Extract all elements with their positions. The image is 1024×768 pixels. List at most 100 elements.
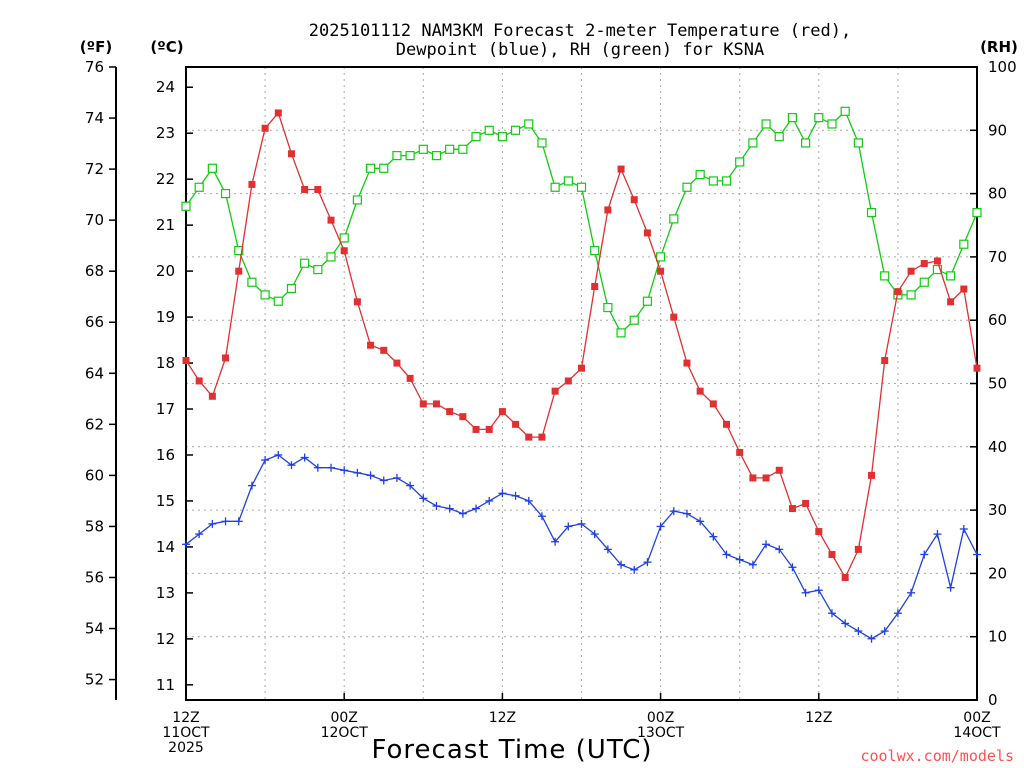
x-tick-label: 00Z bbox=[963, 710, 990, 726]
fahrenheit-tick-label: 62 bbox=[85, 415, 104, 433]
dewpoint-series bbox=[182, 450, 981, 643]
temperature-series bbox=[182, 109, 981, 581]
rh-point bbox=[445, 144, 455, 154]
temperature-point bbox=[314, 186, 322, 194]
dewpoint-point bbox=[472, 504, 481, 513]
dewpoint-point bbox=[379, 476, 388, 485]
rh-point bbox=[471, 132, 481, 142]
dewpoint-point bbox=[511, 491, 520, 500]
dewpoint-point bbox=[498, 489, 507, 498]
chart-title-line2: Dewpoint (blue), RH (green) for KSNA bbox=[396, 40, 764, 60]
dewpoint-point bbox=[617, 560, 626, 569]
temperature-point bbox=[182, 357, 190, 365]
temperature-point bbox=[432, 400, 440, 408]
dewpoint-point bbox=[682, 509, 691, 518]
rh-point bbox=[919, 277, 929, 287]
dewpoint-point bbox=[722, 550, 731, 559]
dewpoint-point bbox=[814, 586, 823, 595]
dewpoint-point bbox=[920, 550, 929, 559]
x-tick-label: 12Z bbox=[805, 710, 832, 726]
rh-point bbox=[695, 170, 705, 180]
temperature-point bbox=[591, 283, 599, 291]
rh-tick-label: 30 bbox=[988, 501, 1007, 519]
x-tick-label: 12Z bbox=[172, 710, 199, 726]
rh-point bbox=[418, 144, 428, 154]
rh-point bbox=[708, 176, 718, 186]
temperature-point bbox=[894, 288, 902, 296]
chart-title-line1: 2025101112 NAM3KM Forecast 2-meter Tempe… bbox=[309, 21, 851, 41]
temperature-point bbox=[367, 341, 375, 349]
celsius-tick-label: 18 bbox=[156, 354, 175, 372]
grid-lines bbox=[186, 67, 977, 700]
temperature-point bbox=[841, 573, 849, 581]
fahrenheit-tick-label: 60 bbox=[85, 466, 104, 484]
dewpoint-point bbox=[419, 494, 428, 503]
rh-point bbox=[260, 290, 270, 300]
temperature-point bbox=[617, 165, 625, 173]
x-tick-label: 12OCT bbox=[321, 725, 369, 741]
temperature-point bbox=[854, 545, 862, 553]
temperature-point bbox=[578, 364, 585, 372]
dewpoint-point bbox=[959, 524, 968, 533]
dewpoint-point bbox=[669, 507, 678, 516]
rh-point bbox=[761, 119, 771, 129]
rh-point bbox=[286, 283, 297, 294]
rh-point bbox=[510, 125, 521, 135]
rh-point bbox=[405, 151, 415, 161]
rh-point bbox=[642, 296, 653, 306]
rh-point bbox=[946, 271, 956, 281]
x-axis-label: Forecast Time (UTC) bbox=[371, 735, 652, 765]
fahrenheit-tick-label: 72 bbox=[85, 160, 104, 178]
rh-point bbox=[497, 132, 507, 142]
dewpoint-point bbox=[775, 545, 784, 554]
dewpoint-point bbox=[208, 519, 217, 528]
temperature-point bbox=[709, 400, 717, 408]
fahrenheit-tick-label: 76 bbox=[85, 58, 104, 76]
temperature-point bbox=[696, 387, 704, 395]
dewpoint-point bbox=[854, 627, 863, 636]
temperature-point bbox=[775, 466, 783, 474]
x-tick-label: 14OCT bbox=[953, 725, 1001, 741]
temperature-point bbox=[459, 413, 467, 421]
dewpoint-point bbox=[287, 461, 296, 470]
rh-point bbox=[972, 207, 982, 218]
rh-point bbox=[840, 106, 850, 116]
dewpoint-point bbox=[867, 634, 876, 643]
temperature-point bbox=[327, 216, 335, 224]
rh-point bbox=[339, 233, 349, 243]
x-tick-label: 12Z bbox=[489, 710, 516, 726]
temperature-point bbox=[446, 408, 454, 416]
dewpoint-point bbox=[313, 463, 322, 472]
dewpoint-point bbox=[577, 519, 586, 528]
celsius-tick-label: 21 bbox=[156, 216, 175, 234]
rh-tick-label: 70 bbox=[988, 248, 1007, 266]
temperature-point bbox=[657, 267, 665, 275]
temperature-point bbox=[353, 298, 361, 306]
temperature-point bbox=[301, 186, 309, 194]
dewpoint-point bbox=[274, 450, 283, 459]
temperature-point bbox=[815, 528, 823, 536]
dewpoint-point bbox=[630, 565, 639, 574]
celsius-tick-label: 14 bbox=[156, 538, 175, 556]
dewpoint-point bbox=[524, 496, 533, 505]
temperature-point bbox=[235, 267, 243, 275]
dewpoint-point bbox=[327, 463, 336, 472]
rh-point bbox=[537, 138, 547, 148]
rh-point bbox=[735, 157, 745, 167]
temperature-point bbox=[406, 374, 414, 382]
rh-point bbox=[827, 119, 837, 129]
rh-unit-label: (RH) bbox=[980, 38, 1018, 56]
dewpoint-point bbox=[748, 560, 757, 569]
dewpoint-point bbox=[458, 509, 467, 518]
temperature-point bbox=[538, 433, 546, 441]
rh-point bbox=[866, 207, 877, 218]
rh-point bbox=[682, 182, 692, 192]
x-tick-label: 2025 bbox=[168, 740, 204, 756]
dewpoint-point bbox=[551, 537, 560, 546]
dewpoint-point bbox=[564, 522, 573, 531]
temperature-point bbox=[287, 150, 295, 158]
temperature-point bbox=[723, 420, 731, 428]
dewpoint-point bbox=[801, 588, 810, 597]
rh-point bbox=[352, 195, 362, 205]
